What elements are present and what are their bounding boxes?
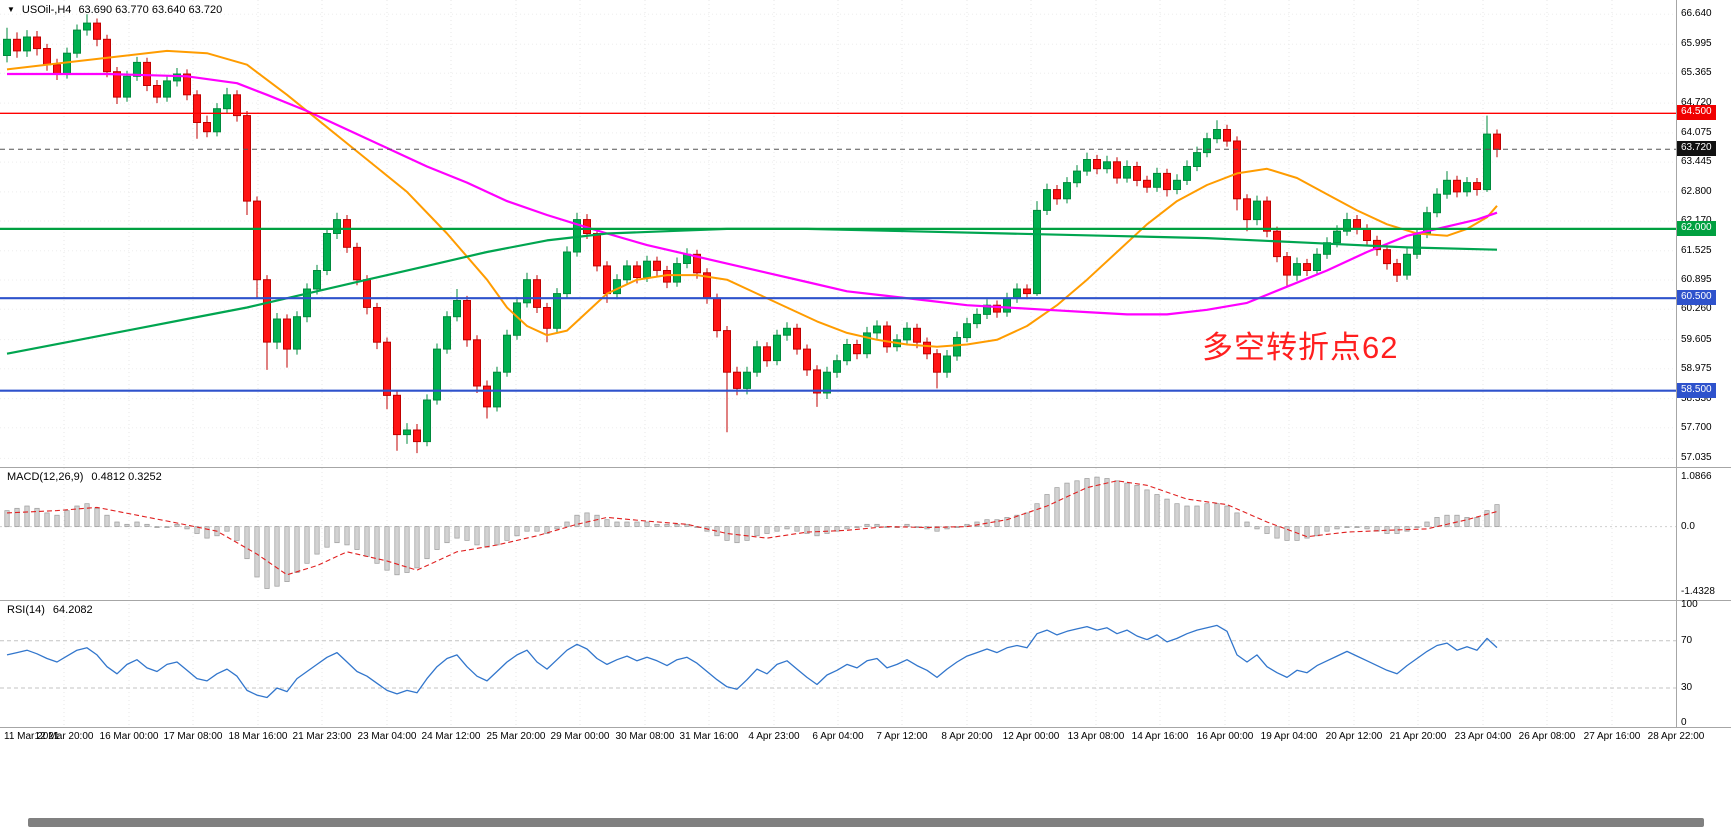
time-axis-label: 26 Apr 08:00 [1518,731,1576,742]
symbol-name: USOil-,H4 [21,4,72,16]
time-axis-label: 23 Apr 04:00 [1454,731,1512,742]
symbol-dropdown-icon[interactable]: ▼ [7,5,15,14]
time-axis-label: 31 Mar 16:00 [679,731,739,742]
symbol-ohlc-values: 63.690 63.770 63.640 63.720 [78,4,223,16]
time-axis-label: 17 Mar 08:00 [163,731,223,742]
time-axis-label: 29 Mar 00:00 [550,731,610,742]
rsi-indicator-value: 64.2082 [52,604,93,616]
panel-separators [0,0,1731,728]
time-axis-label: 16 Mar 00:00 [99,731,159,742]
time-axis-label: 24 Mar 12:00 [421,731,481,742]
time-axis-label: 23 Mar 04:00 [357,731,417,742]
horizontal-line-objects[interactable] [0,112,1676,392]
macd-histogram [4,476,1500,589]
ma-green [6,227,1498,355]
time-axis-label: 30 Mar 08:00 [615,731,675,742]
time-axis-label: 12 Mar 20:00 [34,731,94,742]
time-axis-label: 18 Mar 16:00 [228,731,288,742]
time-axis-label: 19 Apr 04:00 [1260,731,1318,742]
time-axis-label: 8 Apr 20:00 [941,731,993,742]
time-axis-label: 16 Apr 00:00 [1196,731,1254,742]
time-axis-label: 21 Apr 20:00 [1389,731,1447,742]
macd-indicator-label: MACD(12,26,9) [7,471,84,483]
horizontal-scrollbar-thumb[interactable] [28,818,1704,827]
ma-magenta [7,72,1498,316]
time-axis-label: 12 Apr 00:00 [1002,731,1060,742]
time-axis-label: 6 Apr 04:00 [812,731,864,742]
ma-orange [6,49,1498,348]
time-axis-label: 4 Apr 23:00 [748,731,800,742]
time-axis[interactable]: 11 Mar 2021 12 Mar 20:00 16 Mar 00:00 17 Ma… [0,731,1731,747]
time-axis-label: 20 Apr 12:00 [1325,731,1383,742]
time-axis-label: 13 Apr 08:00 [1067,731,1125,742]
chart-annotation-text[interactable]: 多空转折点62 [1202,330,1399,365]
macd-signal-line [6,480,1498,576]
rsi-level-lines [0,640,1676,689]
symbol-info-bar: ▼ USOil-,H4 63.690 63.770 63.640 63.720 [7,4,222,16]
time-axis-label: 14 Apr 16:00 [1131,731,1189,742]
candles-group [3,14,1501,454]
time-axis-label: 27 Apr 16:00 [1583,731,1641,742]
rsi-line [6,624,1498,699]
time-axis-label: 11 Mar 2021 [4,731,60,742]
rsi-indicator-header: RSI(14) 64.2082 [7,604,93,616]
macd-indicator-values: 0.4812 0.3252 [91,471,162,483]
time-axis-label: 28 Apr 22:00 [1647,731,1705,742]
time-axis-label: 7 Apr 12:00 [876,731,928,742]
time-axis-label: 25 Mar 20:00 [486,731,546,742]
macd-indicator-header: MACD(12,26,9) 0.4812 0.3252 [7,471,162,483]
rsi-indicator-label: RSI(14) [7,604,45,616]
time-axis-label: 21 Mar 23:00 [292,731,352,742]
